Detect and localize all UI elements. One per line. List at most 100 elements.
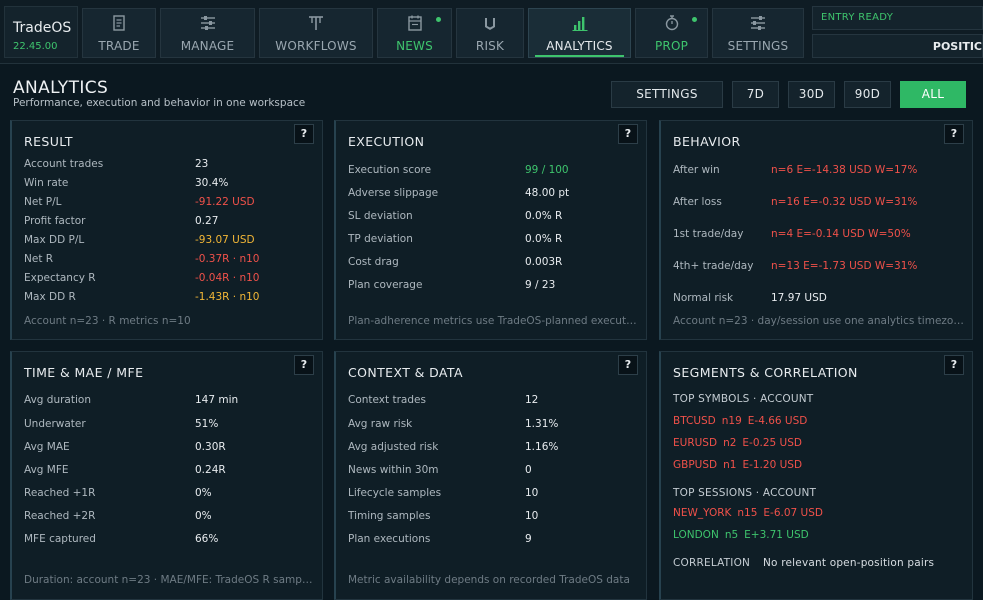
shield-icon — [485, 18, 495, 30]
time-row: Underwater 51% — [24, 418, 312, 432]
context-row: Context trades 12 — [348, 394, 636, 408]
row-value: 0.0% R — [525, 210, 563, 222]
time-row: Avg MFE 0.24R — [24, 464, 312, 478]
page-subtitle: Performance, execution and behavior in o… — [13, 97, 306, 109]
behavior-footnote: Account n=23 · day/session use one analy… — [673, 315, 964, 327]
segments-help-button[interactable]: ? — [944, 355, 964, 375]
row-label: Lifecycle samples — [348, 487, 442, 499]
row-value: n=6 E=-14.38 USD W=17% — [771, 164, 918, 176]
bar-chart-icon — [572, 17, 587, 31]
row-label: Normal risk — [673, 292, 734, 304]
row-value: n=4 E=-0.14 USD W=50% — [771, 228, 911, 240]
row-value: 1.31% — [525, 418, 559, 430]
correlation-value: No relevant open-position pairs — [763, 557, 935, 569]
session-segment: NEW_YORK n15 E-6.07 USD — [673, 507, 829, 519]
tab-risk[interactable]: RISK — [456, 8, 524, 58]
row-label: Account trades — [24, 158, 104, 170]
context-title: CONTEXT & DATA — [348, 365, 463, 380]
row-value: 23 — [195, 158, 209, 170]
segment-name: EURUSD — [673, 437, 718, 449]
row-label: Reached +1R — [24, 487, 96, 499]
behavior-title: BEHAVIOR — [673, 134, 741, 149]
tab-analytics[interactable]: ANALYTICS — [528, 8, 631, 58]
execution-title: EXECUTION — [348, 134, 425, 149]
tab-prop[interactable]: PROP — [635, 8, 708, 58]
tab-settings-label: SETTINGS — [727, 39, 789, 53]
behavior-panel: BEHAVIOR ? After win n=6 E=-14.38 USD W=1… — [659, 120, 973, 340]
result-help-button[interactable]: ? — [294, 124, 314, 144]
row-value: -1.43R · n10 — [195, 291, 260, 303]
row-value: 30.4% — [195, 177, 229, 189]
behavior-row: After win n=6 E=-14.38 USD W=17% — [673, 164, 962, 178]
result-panel: RESULT ? Account trades 23 Win rate 30.4% … — [10, 120, 323, 340]
time-row: Avg duration 147 min — [24, 394, 312, 408]
result-row: Expectancy R -0.04R · n10 — [24, 272, 312, 286]
settings-sliders-icon — [751, 16, 765, 30]
row-value: n=13 E=-1.73 USD W=31% — [771, 260, 918, 272]
row-value: 0 — [525, 464, 532, 476]
document-icon — [113, 15, 125, 31]
execution-row: TP deviation 0.0% R — [348, 233, 636, 247]
segment-count: n1 — [723, 459, 737, 471]
context-row: Lifecycle samples 10 — [348, 487, 636, 501]
range-7d-button[interactable]: 7D — [732, 81, 779, 108]
position-text: POSITIC — [932, 40, 982, 53]
time-help-button[interactable]: ? — [294, 355, 314, 375]
context-row: News within 30m 0 — [348, 464, 636, 478]
tab-manage-label: MANAGE — [180, 39, 235, 53]
segment-count: n15 — [737, 507, 758, 519]
row-label: Cost drag — [348, 256, 399, 268]
execution-row: Cost drag 0.003R — [348, 256, 636, 270]
tab-workflows[interactable]: WORKFLOWS — [259, 8, 373, 58]
row-value: 0% — [195, 487, 212, 499]
position-field[interactable]: POSITIC — [812, 34, 983, 58]
result-footnote: Account n=23 · R metrics n=10 — [24, 315, 191, 327]
behavior-help-button[interactable]: ? — [944, 124, 964, 144]
row-label: Avg duration — [24, 394, 91, 406]
row-label: Expectancy R — [24, 272, 96, 284]
segment-name: NEW_YORK — [673, 507, 732, 519]
range-90d-button[interactable]: 90D — [844, 81, 891, 108]
tab-manage[interactable]: MANAGE — [160, 8, 255, 58]
row-label: Plan coverage — [348, 279, 423, 291]
correlation-label: CORRELATION — [673, 557, 751, 569]
row-label: Reached +2R — [24, 510, 96, 522]
time-row: Reached +1R 0% — [24, 487, 312, 501]
range-30d-button[interactable]: 30D — [788, 81, 835, 108]
segment-expectancy: E+3.71 USD — [744, 529, 809, 541]
tab-news[interactable]: NEWS — [377, 8, 452, 58]
context-row: Timing samples 10 — [348, 510, 636, 524]
segment-name: GBPUSD — [673, 459, 718, 471]
segment-count: n5 — [724, 529, 739, 541]
context-panel: CONTEXT & DATA ? Context trades 12 Avg ra… — [334, 351, 647, 600]
session-segment: LONDON n5 E+3.71 USD — [673, 529, 815, 541]
execution-row: Plan coverage 9 / 23 — [348, 279, 636, 293]
row-value: 0.0% R — [525, 233, 563, 245]
sliders-icon — [200, 16, 215, 30]
behavior-row: 1st trade/day n=4 E=-0.14 USD W=50% — [673, 228, 962, 242]
tab-trade-label: TRADE — [98, 39, 140, 53]
brand-box: TradeOS 22.45.00 — [4, 6, 78, 58]
time-panel: TIME & MAE / MFE ? Avg duration 147 min U… — [10, 351, 323, 600]
time-row: Avg MAE 0.30R — [24, 441, 312, 455]
stopwatch-icon — [665, 15, 678, 31]
context-row: Avg adjusted risk 1.16% — [348, 441, 636, 455]
tab-settings[interactable]: SETTINGS — [712, 8, 804, 58]
context-help-button[interactable]: ? — [618, 355, 638, 375]
row-label: Max DD P/L — [24, 234, 85, 246]
tab-prop-label: PROP — [654, 39, 689, 53]
execution-row: Execution score 99 / 100 — [348, 164, 636, 178]
row-value: 66% — [195, 533, 219, 545]
range-all-button[interactable]: ALL — [900, 81, 966, 108]
tab-trade[interactable]: TRADE — [82, 8, 156, 58]
execution-help-button[interactable]: ? — [618, 124, 638, 144]
context-row: Avg raw risk 1.31% — [348, 418, 636, 432]
row-value: 51% — [195, 418, 219, 430]
entry-status-text: ENTRY READY — [821, 12, 894, 23]
row-value: 10 — [525, 510, 539, 522]
tab-analytics-label: ANALYTICS — [546, 39, 613, 53]
execution-row: Adverse slippage 48.00 pt — [348, 187, 636, 201]
row-value: 9 — [525, 533, 532, 545]
settings-button[interactable]: SETTINGS — [611, 81, 723, 108]
row-label: After win — [673, 164, 720, 176]
